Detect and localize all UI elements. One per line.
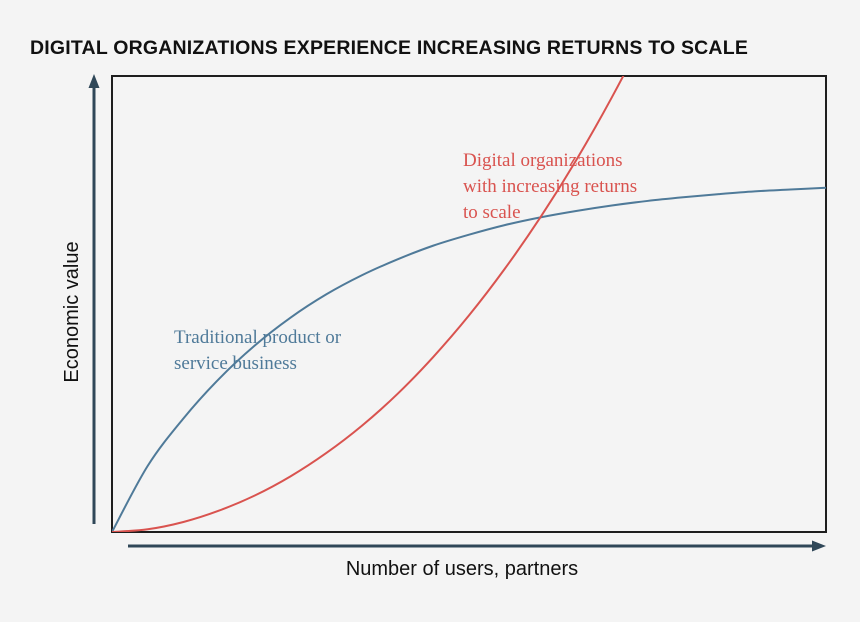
- y-axis-arrowhead: [88, 74, 100, 88]
- annotation-digital-line: to scale: [463, 202, 521, 223]
- annotation-digital-line: Digital organizations: [463, 150, 623, 171]
- chart-title: DIGITAL ORGANIZATIONS EXPERIENCE INCREAS…: [30, 37, 749, 59]
- annotation-traditional: Traditional product or service business: [174, 327, 346, 374]
- plot-frame: [111, 75, 827, 533]
- annotation-digital: Digital organizations with increasing re…: [463, 150, 642, 223]
- x-axis-label: Number of users, partners: [346, 558, 578, 580]
- annotation-traditional-line: service business: [174, 353, 297, 374]
- series-line-digital: [112, 76, 625, 532]
- annotation-digital-line: with increasing returns: [463, 176, 637, 197]
- x-axis-arrowhead: [812, 540, 826, 552]
- series-line-traditional: [112, 186, 826, 532]
- annotation-traditional-line: Traditional product or: [174, 327, 342, 348]
- y-axis-label: Economic value: [61, 241, 83, 382]
